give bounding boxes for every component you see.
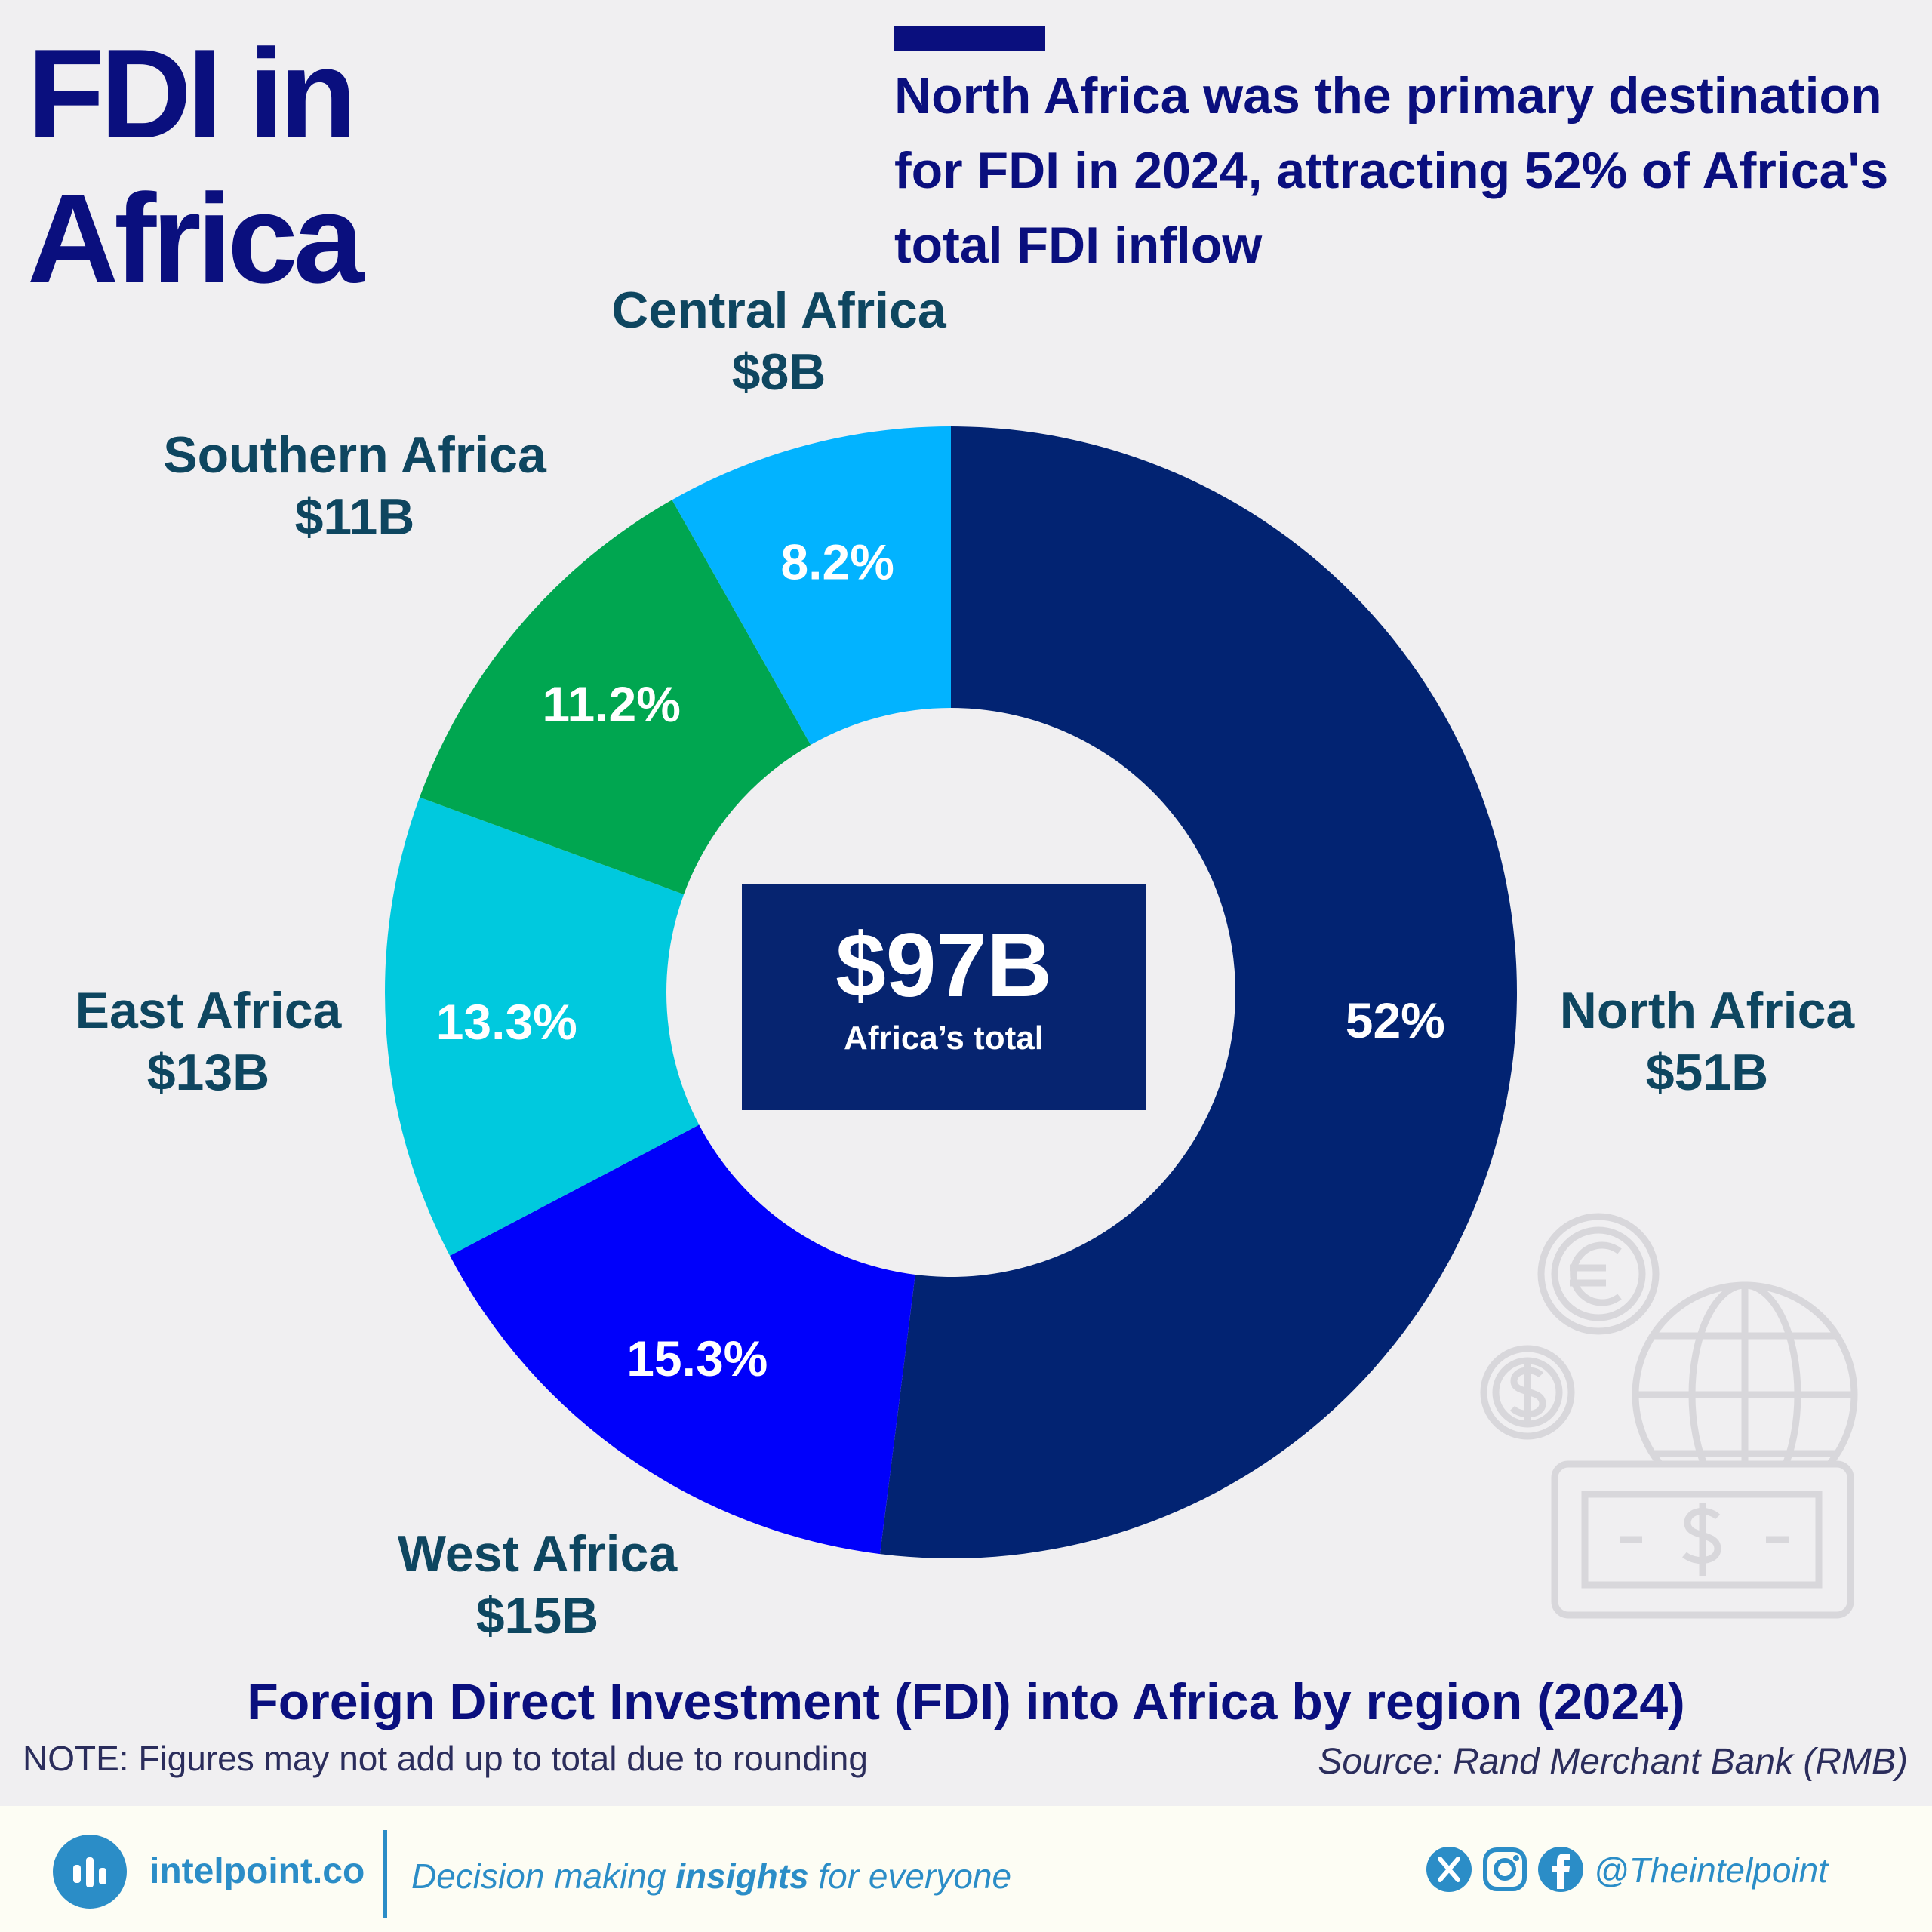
footer-divider	[383, 1830, 387, 1918]
total-box: $97B Africa’s total	[742, 884, 1146, 1110]
donut-chart: 52% 15.3% 13.3% 11.2% 8.2%	[385, 426, 1518, 1558]
x-icon[interactable]	[1425, 1845, 1473, 1894]
region-label-north-africa: North Africa $51B	[1560, 980, 1854, 1103]
banknote-icon	[1551, 1460, 1854, 1619]
brand-name[interactable]: intelpoint.co	[149, 1851, 365, 1891]
region-value: $13B	[146, 1044, 270, 1101]
region-label-east-africa: East Africa $13B	[75, 980, 342, 1103]
accent-bar	[894, 26, 1045, 51]
slice-percent-label: 52%	[1346, 992, 1445, 1048]
slice-north-africa	[880, 426, 1518, 1558]
region-name: East Africa	[75, 982, 342, 1039]
region-name: Southern Africa	[163, 426, 546, 484]
tagline-start: Decision making	[411, 1857, 676, 1896]
slice-percent-label: 11.2%	[542, 676, 681, 732]
social-handle[interactable]: @Theintelpoint	[1593, 1850, 1828, 1890]
bar-chart-icon	[73, 1857, 106, 1887]
region-value: $15B	[475, 1587, 599, 1644]
slice-percent-label: 15.3%	[626, 1331, 768, 1386]
region-value: $51B	[1645, 1044, 1769, 1101]
source-credit: Source: Rand Merchant Bank (RMB)	[1318, 1742, 1908, 1782]
slice-central-africa	[672, 426, 951, 745]
slice-southern-africa	[419, 500, 811, 895]
tagline: Decision making insights for everyone	[411, 1850, 1011, 1903]
instagram-icon[interactable]	[1481, 1845, 1529, 1894]
region-name: West Africa	[397, 1525, 678, 1583]
dollar-coin-icon	[1480, 1345, 1575, 1440]
slice-percent-label: 8.2%	[780, 534, 894, 589]
region-value: $8B	[731, 343, 826, 401]
tagline-end: for everyone	[808, 1857, 1012, 1896]
brand-logo-icon[interactable]	[53, 1835, 127, 1909]
slice-west-africa	[450, 1124, 915, 1555]
region-label-west-africa: West Africa $15B	[398, 1523, 677, 1647]
total-caption: Africa’s total	[844, 1020, 1044, 1057]
euro-coin-icon	[1537, 1213, 1660, 1335]
total-value: $97B	[835, 915, 1052, 1016]
decoration-icons	[1480, 1213, 1858, 1619]
region-label-central-africa: Central Africa $8B	[611, 279, 946, 403]
facebook-icon[interactable]	[1537, 1845, 1585, 1894]
page-title: FDI in Africa	[27, 21, 420, 311]
title-line-2: Africa	[27, 168, 364, 309]
rounding-note: NOTE: Figures may not add up to total du…	[23, 1739, 868, 1778]
slice-percent-label: 13.3%	[436, 994, 577, 1050]
headline: North Africa was the primary destination…	[894, 67, 1889, 274]
tagline-emphasis: insights	[675, 1857, 809, 1896]
donut-slices	[385, 426, 1518, 1558]
footer: intelpoint.co Decision making insights f…	[0, 1806, 1932, 1932]
title-line-1: FDI in	[27, 23, 357, 165]
region-name: North Africa	[1559, 982, 1855, 1039]
region-value: $11B	[294, 488, 415, 546]
donut-slice-labels: 52% 15.3% 13.3% 11.2% 8.2%	[436, 534, 1445, 1386]
chart-caption: Foreign Direct Investment (FDI) into Afr…	[247, 1673, 1685, 1730]
region-label-southern-africa: Southern Africa $11B	[163, 424, 546, 548]
region-name: Central Africa	[611, 281, 946, 339]
slice-east-africa	[385, 797, 700, 1256]
